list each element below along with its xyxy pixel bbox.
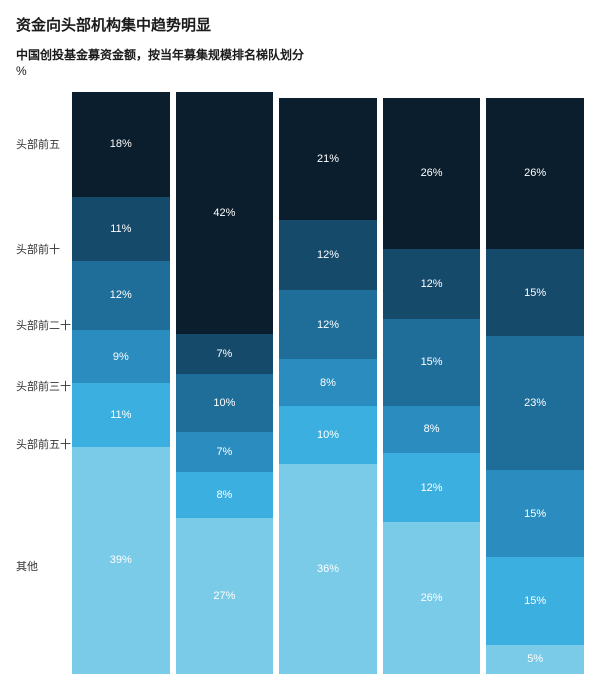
- bar-segment: 9%: [72, 330, 170, 382]
- bar-segment: 7%: [176, 432, 274, 472]
- bar-segment: 12%: [383, 453, 481, 523]
- bar-segment: 26%: [383, 522, 481, 673]
- stacked-columns: 18%11%12%9%11%39%42%7%10%7%8%27%21%12%12…: [72, 92, 584, 674]
- bar-segment: 11%: [72, 383, 170, 447]
- bar-segment: 12%: [279, 290, 377, 360]
- bar-segment: 27%: [176, 518, 274, 674]
- bar-segment: 15%: [383, 319, 481, 406]
- bar-segment: 8%: [383, 406, 481, 453]
- y-axis-labels: 头部前五头部前十头部前二十头部前三十头部前五十其他: [16, 92, 72, 674]
- stacked-column: 18%11%12%9%11%39%: [72, 92, 170, 674]
- y-axis-label: 头部前三十: [16, 378, 71, 394]
- bar-segment: 21%: [279, 98, 377, 220]
- stacked-column: 26%15%23%15%15%5%: [486, 92, 584, 674]
- bar-segment: 42%: [176, 92, 274, 334]
- bar-segment: 15%: [486, 249, 584, 336]
- chart-title: 资金向头部机构集中趋势明显: [16, 14, 584, 35]
- bar-segment: 39%: [72, 447, 170, 674]
- stacked-column: 42%7%10%7%8%27%: [176, 92, 274, 674]
- chart-area: 头部前五头部前十头部前二十头部前三十头部前五十其他 18%11%12%9%11%…: [16, 92, 584, 674]
- bar-segment: 15%: [486, 557, 584, 644]
- bar-segment: 12%: [279, 220, 377, 290]
- bar-segment: 11%: [72, 197, 170, 261]
- y-axis-label: 头部前二十: [16, 317, 71, 333]
- y-axis-label: 头部前五: [16, 136, 60, 152]
- bar-segment: 26%: [486, 98, 584, 249]
- bar-segment: 5%: [486, 645, 584, 674]
- y-axis-label: 其他: [16, 558, 38, 574]
- bar-segment: 8%: [176, 472, 274, 518]
- stacked-column: 26%12%15%8%12%26%: [383, 92, 481, 674]
- bar-segment: 18%: [72, 92, 170, 197]
- chart-subtitle: 中国创投基金募资金额，按当年募集规模排名梯队划分: [16, 47, 584, 64]
- bar-segment: 7%: [176, 334, 274, 374]
- bar-segment: 15%: [486, 470, 584, 557]
- bar-segment: 12%: [72, 261, 170, 331]
- stacked-column: 21%12%12%8%10%36%: [279, 92, 377, 674]
- bar-segment: 12%: [383, 249, 481, 319]
- y-axis-label: 头部前十: [16, 241, 60, 257]
- chart-unit: %: [16, 64, 584, 78]
- y-axis-label: 头部前五十: [16, 436, 71, 452]
- bar-segment: 23%: [486, 336, 584, 470]
- bar-segment: 26%: [383, 98, 481, 249]
- bar-segment: 10%: [279, 406, 377, 464]
- bar-segment: 8%: [279, 359, 377, 406]
- bar-segment: 10%: [176, 374, 274, 432]
- bar-segment: 36%: [279, 464, 377, 674]
